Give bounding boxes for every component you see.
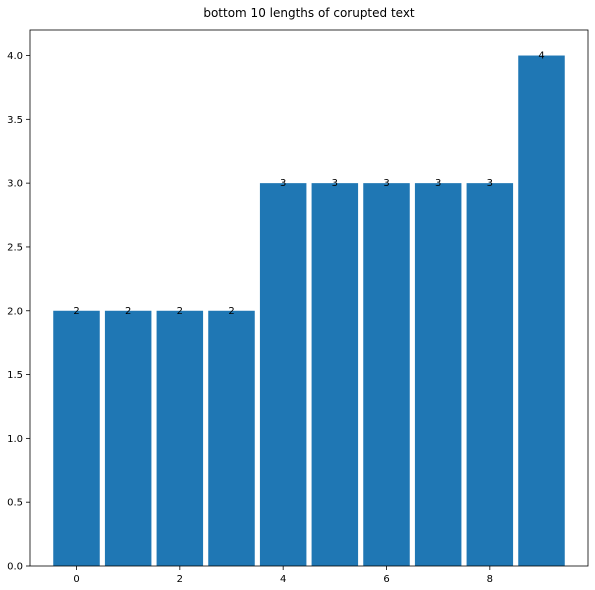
- bar: [518, 55, 565, 567]
- bar: [208, 310, 255, 566]
- plot-frame: [29, 29, 589, 567]
- bar: [53, 310, 100, 566]
- bar-value-label: 4: [538, 51, 544, 62]
- bar: [414, 183, 462, 566]
- bar-labels-group: 2 2 2 2 3 3 3 3 3 4: [73, 51, 544, 317]
- y-tick-label: 2.5: [7, 242, 23, 253]
- bar: [156, 310, 204, 566]
- y-tick-label: 1.5: [7, 370, 23, 381]
- bar-value-label: 3: [280, 178, 286, 189]
- x-tick-label: 4: [280, 574, 286, 585]
- y-tick-label: 2.0: [7, 306, 23, 317]
- x-tick-label: 6: [383, 574, 389, 585]
- bar-value-label: 2: [73, 306, 79, 317]
- y-tick-label: 0.5: [7, 498, 23, 509]
- y-tick-label: 3.5: [7, 115, 23, 126]
- x-tick-label: 8: [487, 574, 493, 585]
- bar: [311, 183, 359, 566]
- y-tick-label: 1.0: [7, 434, 23, 445]
- y-tick-label: 0.0: [7, 562, 23, 573]
- bar: [466, 183, 514, 566]
- y-tick-label: 3.0: [7, 179, 23, 190]
- bar: [363, 183, 410, 566]
- bar-value-label: 3: [383, 178, 389, 189]
- y-tick-label: 4.0: [7, 51, 23, 62]
- bar-value-label: 3: [435, 178, 441, 189]
- bar-value-label: 3: [487, 178, 493, 189]
- bar-value-label: 2: [125, 306, 131, 317]
- chart-title: bottom 10 lengths of corupted text: [203, 6, 415, 20]
- bar: [104, 310, 152, 566]
- bars-group: [53, 55, 565, 567]
- x-axis: 0 2 4 6 8: [73, 566, 493, 585]
- x-tick-label: 0: [73, 574, 79, 585]
- bar-value-label: 2: [228, 306, 234, 317]
- y-axis: 0.0 0.5 1.0 1.5 2.0 2.5 3.0 3.5 4.0: [7, 51, 30, 573]
- bar-value-label: 2: [177, 306, 183, 317]
- axes-spines: [29, 29, 589, 567]
- x-tick-label: 2: [177, 574, 183, 585]
- bar-value-label: 3: [332, 178, 338, 189]
- bar: [259, 183, 307, 566]
